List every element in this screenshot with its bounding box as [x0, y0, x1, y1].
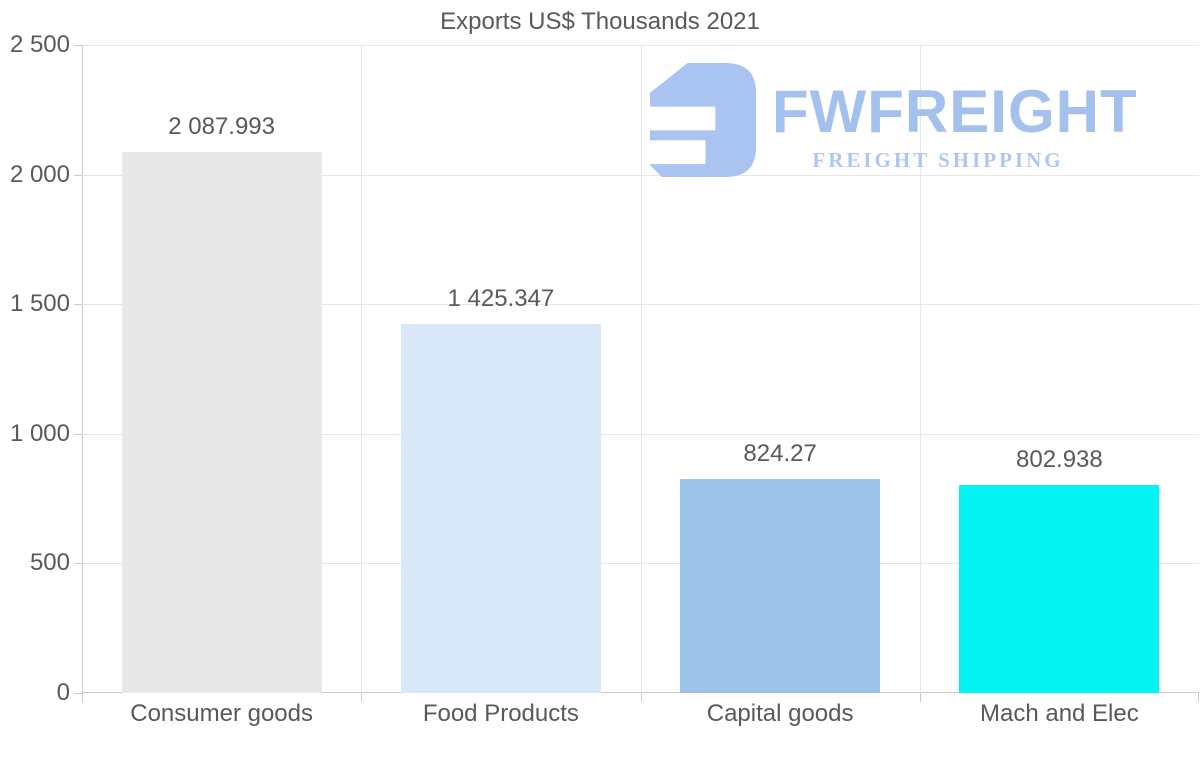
bar-column: 824.27	[641, 45, 920, 693]
y-axis-line	[82, 45, 83, 703]
y-tick-label: 500	[29, 549, 70, 577]
x-tick-mark	[1198, 693, 1199, 702]
y-tick-label: 2 500	[9, 31, 70, 58]
y-tick-label: 1 000	[9, 419, 70, 447]
y-tick-mark	[74, 563, 82, 565]
logo-text-block: FWFREIGHT FREIGHT SHIPPING	[772, 78, 1138, 173]
y-tick-mark	[74, 433, 82, 435]
bar-column: 802.938	[920, 45, 1199, 693]
y-tick-label: 2 000	[9, 160, 70, 188]
bar-value-label: 802.938	[1015, 445, 1103, 473]
fwfreight-mark-icon	[650, 63, 756, 177]
x-category-label: Capital goods	[706, 700, 854, 727]
bar-column: 2 087.993	[82, 45, 361, 693]
bar-food-products	[400, 323, 601, 693]
bar-consumer-goods	[121, 151, 322, 693]
x-category-label: Mach and Elec	[979, 700, 1139, 727]
bar-mach-and-elec	[959, 484, 1160, 693]
bar-value-label: 824.27	[743, 440, 817, 468]
chart-title: Exports US$ Thousands 2021	[440, 8, 760, 35]
logo-tagline: FREIGHT SHIPPING	[812, 148, 1064, 172]
x-category-label: Consumer goods	[130, 700, 313, 727]
x-category-label: Food Products	[422, 700, 579, 727]
x-tick-mark	[919, 693, 921, 702]
plot-area: 0 500 1 000 1 500 2 000 2 500 Consumer goods 2 …	[10, 31, 1199, 727]
y-tick-mark	[74, 174, 82, 176]
v-gridline	[919, 45, 921, 693]
x-tick-mark	[361, 693, 363, 702]
y-tick-label: 1 500	[9, 290, 70, 318]
bar-value-label: 1 425.347	[447, 284, 555, 312]
v-gridline	[361, 45, 363, 693]
v-gridline	[640, 45, 642, 693]
logo-name: FWFREIGHT	[772, 78, 1138, 145]
bar-value-label: 2 087.993	[168, 112, 276, 140]
y-tick-mark	[74, 45, 82, 46]
x-tick-mark	[640, 693, 642, 702]
fwfreight-logo: FWFREIGHT FREIGHT SHIPPING	[650, 62, 1138, 178]
bar-capital-goods	[680, 479, 881, 693]
y-tick-label: 0	[56, 679, 70, 706]
x-tick-mark	[82, 693, 83, 702]
bar-column: 1 425.347	[361, 45, 640, 693]
y-tick-mark	[74, 693, 82, 694]
y-tick-mark	[74, 304, 82, 306]
